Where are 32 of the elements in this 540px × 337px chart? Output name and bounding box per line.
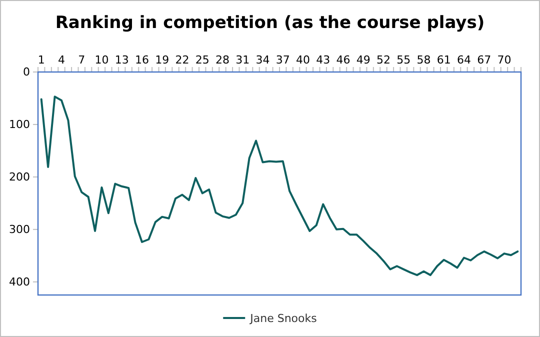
chart-title: Ranking in competition (as the course plays) bbox=[55, 13, 485, 33]
x-tick-label: 40 bbox=[296, 54, 310, 66]
x-tick-label: 46 bbox=[336, 54, 350, 66]
line-series bbox=[40, 96, 519, 276]
x-tick-label: 13 bbox=[114, 54, 129, 66]
x-tick-label: 22 bbox=[175, 54, 190, 66]
x-tick-label: 31 bbox=[236, 54, 250, 66]
x-tick-label: 28 bbox=[215, 54, 230, 66]
x-tick-label: 43 bbox=[316, 54, 330, 66]
x-tick-label: 70 bbox=[497, 54, 512, 66]
x-tick-label: 61 bbox=[436, 54, 451, 66]
y-tick-label: 100 bbox=[9, 118, 30, 131]
x-tick-label: 55 bbox=[396, 54, 411, 66]
x-tick-label: 64 bbox=[456, 54, 471, 66]
x-tick-label: 16 bbox=[134, 54, 149, 66]
x-tick-label: 49 bbox=[356, 54, 370, 66]
x-tick-label: 37 bbox=[276, 54, 290, 66]
x-tick-label: 52 bbox=[376, 54, 390, 66]
x-tick-label: 25 bbox=[195, 54, 210, 66]
legend-label: Jane Snooks bbox=[249, 312, 318, 325]
x-tick-label: 19 bbox=[155, 54, 170, 66]
x-tick-label: 67 bbox=[477, 54, 492, 66]
x-tick-label: 10 bbox=[94, 54, 109, 66]
y-tick-label: 300 bbox=[9, 222, 30, 236]
y-tick-label: 400 bbox=[9, 275, 30, 288]
y-tick-label: 0 bbox=[23, 66, 30, 79]
x-tick-label: 58 bbox=[416, 54, 431, 66]
y-tick-label: 200 bbox=[9, 170, 30, 184]
x-tick-label: 7 bbox=[78, 54, 86, 66]
x-tick-label: 34 bbox=[256, 54, 270, 66]
x-tick-label: 1 bbox=[38, 54, 45, 66]
x-tick-label: 4 bbox=[58, 54, 65, 66]
